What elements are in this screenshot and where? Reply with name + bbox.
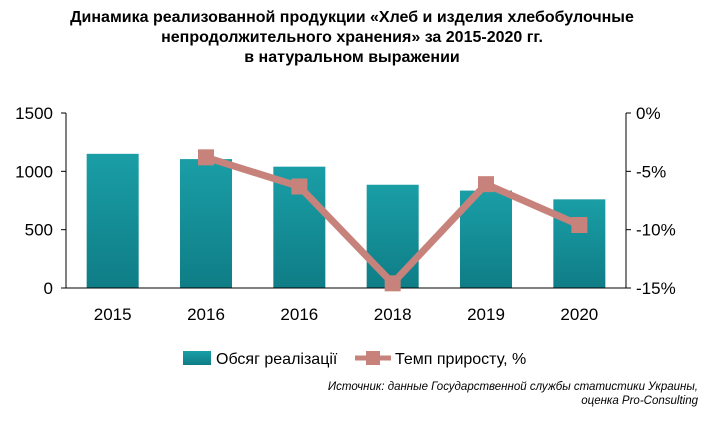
y-left-tick-label: 1000	[15, 162, 53, 181]
chart-title-line: Динамика реализованной продукции «Хлеб и…	[70, 9, 634, 26]
y-right-tick-label: 0%	[636, 104, 661, 123]
growth-rate-point	[291, 178, 308, 195]
y-left-tick-label: 0	[44, 279, 53, 298]
legend-bar-swatch	[183, 351, 211, 365]
bar	[180, 159, 232, 288]
chart-title-line: непродолжительного хранения» за 2015-202…	[161, 29, 543, 46]
y-right-tick-label: -10%	[636, 221, 676, 240]
source-line: Источник: данные Государственной службы …	[327, 381, 698, 393]
x-tick-label: 2019	[467, 305, 505, 324]
y-right-tick-label: -15%	[636, 279, 676, 298]
x-tick-label: 2016	[187, 305, 225, 324]
x-tick-label: 2015	[94, 305, 132, 324]
growth-rate-point	[198, 149, 214, 166]
bar	[86, 153, 139, 288]
growth-rate-point	[384, 275, 401, 292]
bar	[366, 184, 419, 288]
y-left-tick-label: 1500	[15, 104, 53, 123]
growth-rate-point	[571, 217, 588, 233]
source-note: Источник: данные Государственной службы …	[328, 380, 698, 408]
y-right-tick-label: -5%	[636, 162, 666, 181]
legend-bar-label: Обсяг реалізації	[216, 351, 338, 368]
source-line: оценка Pro-Consulting	[581, 395, 698, 407]
chart-title-line: в натуральном выражении	[244, 49, 460, 66]
legend-line-label: Темп приросту, %	[395, 351, 526, 368]
x-tick-label: 2016	[280, 305, 318, 324]
legend-line-marker	[366, 351, 380, 365]
bar	[553, 199, 606, 288]
growth-rate-point	[478, 176, 494, 193]
y-left-tick-label: 500	[25, 221, 53, 240]
chart-title: Динамика реализованной продукции «Хлеб и…	[0, 8, 704, 68]
x-tick-label: 2020	[560, 305, 598, 324]
x-tick-label: 2018	[374, 305, 412, 324]
